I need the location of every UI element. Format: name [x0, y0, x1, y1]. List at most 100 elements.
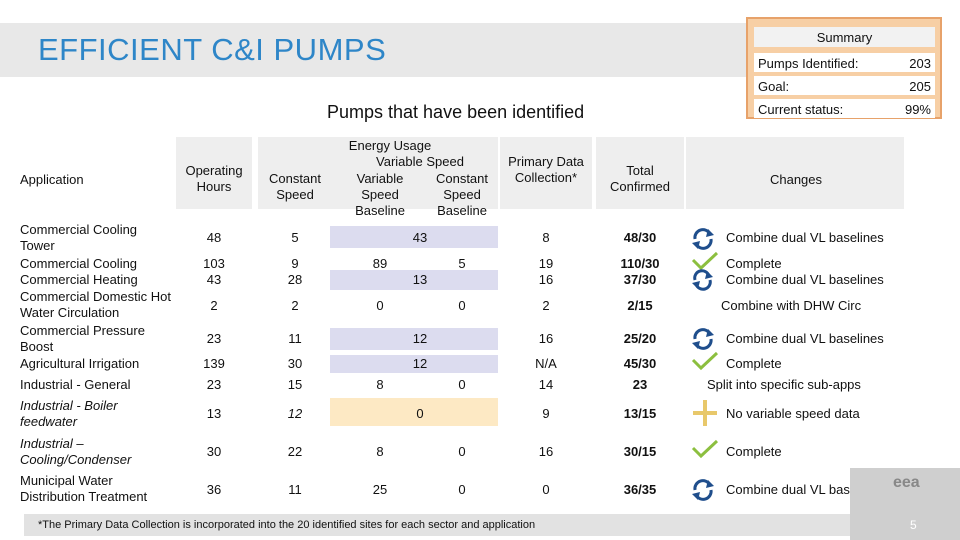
cell-change: Combine dual VL baselines [726, 230, 884, 245]
summary-row-goal: Goal: 205 [754, 76, 935, 95]
row-app: Municipal Water Distribution Treatment [20, 473, 148, 504]
page-title: EFFICIENT C&I PUMPS [38, 32, 387, 67]
cell-total: 13/15 [623, 406, 657, 421]
neea-logo: eea [893, 474, 920, 491]
cell-primary: 9 [542, 406, 550, 421]
cell-constant: 12 [287, 406, 303, 421]
cell-vs-constant: 5 [458, 256, 466, 271]
merged-cell-bg [330, 226, 498, 248]
cell-constant: 9 [291, 256, 299, 271]
header-application: Application [20, 172, 84, 187]
header-vs-constant: Constant Speed Baseline [435, 171, 489, 218]
cell-primary: 2 [542, 298, 550, 313]
cell-total: 23 [632, 377, 648, 392]
cycle-icon [692, 228, 714, 250]
cycle-icon [692, 328, 714, 350]
cell-hours: 48 [206, 230, 222, 245]
cell-vs-variable: 0 [376, 298, 384, 313]
cell-primary: N/A [535, 356, 557, 371]
check-icon [691, 351, 719, 371]
header-operating-hours: Operating Hours [185, 163, 243, 194]
cell-change: Complete [726, 444, 782, 459]
page-subtitle: Pumps that have been identified [327, 102, 585, 122]
check-icon [691, 251, 719, 271]
header-variable-speed: Variable Speed [376, 154, 464, 169]
cell-merged: 12 [412, 356, 428, 371]
cell-hours: 103 [203, 256, 225, 271]
cell-vs-constant: 0 [458, 482, 466, 497]
cell-change: Combine dual VL baselines [726, 272, 884, 287]
row-app: Industrial - Boiler feedwater [20, 398, 118, 429]
cycle-icon [692, 269, 713, 291]
plus-icon [693, 400, 717, 426]
footer-corner [850, 468, 960, 540]
cell-change: Split into specific sub-apps [707, 377, 861, 392]
cell-total: 37/30 [623, 272, 657, 287]
cell-vs-variable: 8 [376, 377, 384, 392]
cell-total: 110/30 [620, 256, 660, 271]
merged-cell-bg [330, 270, 498, 290]
cell-hours: 139 [203, 356, 225, 371]
cell-constant: 11 [288, 331, 302, 346]
cell-vs-constant: 0 [458, 298, 466, 313]
cell-primary: 8 [542, 230, 550, 245]
cell-vs-variable: 89 [372, 256, 388, 271]
cell-vs-variable: 25 [372, 482, 388, 497]
cell-change: Combine dual VL baselines [726, 482, 884, 497]
header-vs-variable: Variable Speed Baseline [355, 171, 405, 218]
row-app: Commercial Pressure Boost [20, 323, 145, 354]
cell-vs-constant: 0 [458, 377, 466, 392]
cell-hours: 30 [206, 444, 222, 459]
summary-box: Summary Pumps Identified: 203 Goal: 205 … [746, 17, 942, 119]
cell-hours: 13 [206, 406, 222, 421]
cell-change: Combine with DHW Circ [721, 298, 862, 313]
cell-change: Complete [726, 356, 782, 371]
cell-total: 2/15 [627, 298, 653, 313]
row-app: Commercial Cooling [20, 256, 138, 271]
footnote: *The Primary Data Collection is incorpor… [24, 514, 850, 536]
cell-constant: 28 [287, 272, 303, 287]
row-app: Commercial Cooling Tower [20, 222, 138, 253]
cell-change: Complete [726, 256, 782, 271]
cell-primary: 16 [538, 272, 554, 287]
row-app: Commercial Domestic Hot Water Circulatio… [20, 289, 171, 320]
cell-vs-constant: 0 [458, 444, 466, 459]
header-bg-changes [686, 137, 904, 209]
cell-hours: 36 [206, 482, 222, 497]
row-app-text: Industrial – Cooling/Condenser [20, 436, 132, 467]
title-band [0, 23, 752, 77]
header-bg-total [596, 137, 684, 209]
cell-constant: 2 [291, 298, 299, 313]
cell-hours: 2 [210, 298, 218, 313]
cell-constant: 5 [291, 230, 299, 245]
header-bg-usage [258, 137, 498, 209]
cell-constant: 15 [287, 377, 303, 392]
cell-hours: 23 [206, 377, 222, 392]
row-app: Industrial – Cooling/Condenser [20, 436, 172, 468]
cell-primary: 19 [538, 256, 554, 271]
cell-total: 48/30 [623, 230, 657, 245]
cell-total: 36/35 [623, 482, 657, 497]
header-total-confirmed: Total Confirmed [610, 163, 670, 194]
cell-merged: 43 [412, 230, 428, 245]
header-constant-speed: Constant Speed [268, 171, 322, 202]
cell-total: 45/30 [623, 356, 657, 371]
cell-change: Combine dual VL baselines [726, 331, 884, 346]
row-app: Industrial - General [20, 377, 131, 392]
cycle-icon [692, 479, 714, 501]
cell-merged: 12 [412, 331, 428, 346]
header-energy-usage: Energy Usage [348, 138, 432, 153]
check-icon [691, 439, 719, 459]
cell-primary: 14 [538, 377, 554, 392]
row-app: Agricultural Irrigation [20, 356, 140, 371]
row-app: Commercial Heating [20, 272, 138, 287]
merged-cell-bg [330, 355, 498, 373]
cell-merged: 13 [412, 272, 428, 287]
cell-total: 25/20 [623, 331, 657, 346]
header-bg-operating [176, 137, 252, 209]
cell-constant: 11 [288, 482, 302, 497]
cell-total: 30/15 [623, 444, 657, 459]
cell-primary: 0 [542, 482, 550, 497]
cell-merged: 0 [416, 406, 424, 421]
cell-hours: 43 [206, 272, 222, 287]
